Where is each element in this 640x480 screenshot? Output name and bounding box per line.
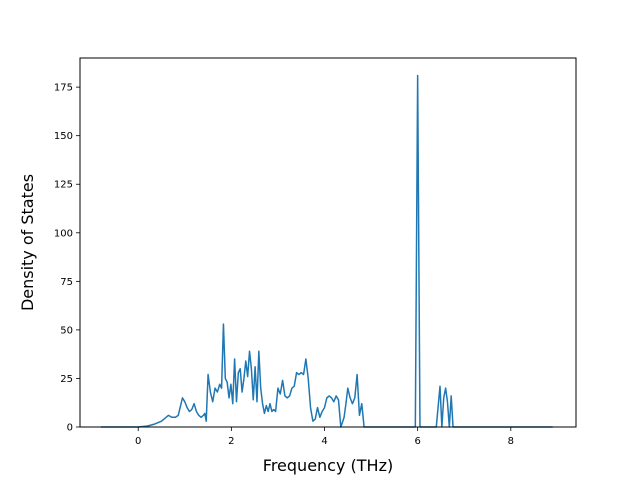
x-tick-label: 8 <box>508 436 514 447</box>
x-tick-label: 4 <box>321 436 327 447</box>
y-tick-label: 0 <box>67 423 73 434</box>
x-tick-label: 6 <box>414 436 420 447</box>
y-tick-label: 25 <box>60 374 73 385</box>
x-tick-label: 2 <box>228 436 234 447</box>
y-tick-label: 50 <box>60 325 73 336</box>
y-tick-label: 100 <box>54 228 73 239</box>
x-axis-ticks: 0 2 4 6 8 <box>135 427 514 447</box>
y-tick-label: 175 <box>54 83 73 94</box>
y-tick-label: 75 <box>60 277 73 288</box>
plot-area <box>100 74 553 428</box>
y-axis-ticks: 0 25 50 75 100 125 150 175 <box>54 83 80 434</box>
y-tick-label: 150 <box>54 131 73 142</box>
plot-frame <box>79 57 577 428</box>
y-axis-label: Density of States <box>18 174 37 311</box>
y-tick-label: 125 <box>54 180 73 191</box>
dos-series-line <box>100 74 553 428</box>
x-axis-label: Frequency (THz) <box>263 456 393 475</box>
x-tick-label: 0 <box>135 436 141 447</box>
